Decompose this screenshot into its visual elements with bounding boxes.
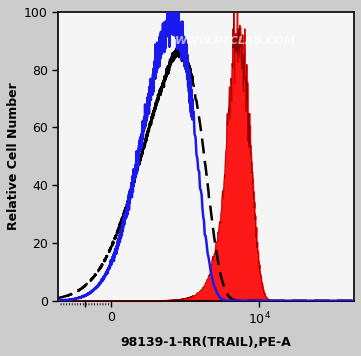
X-axis label: 98139-1-RR(TRAIL),PE-A: 98139-1-RR(TRAIL),PE-A [121,336,292,349]
Text: WWW.PTCLAB.COM: WWW.PTCLAB.COM [175,36,296,46]
Y-axis label: Relative Cell Number: Relative Cell Number [7,83,20,230]
